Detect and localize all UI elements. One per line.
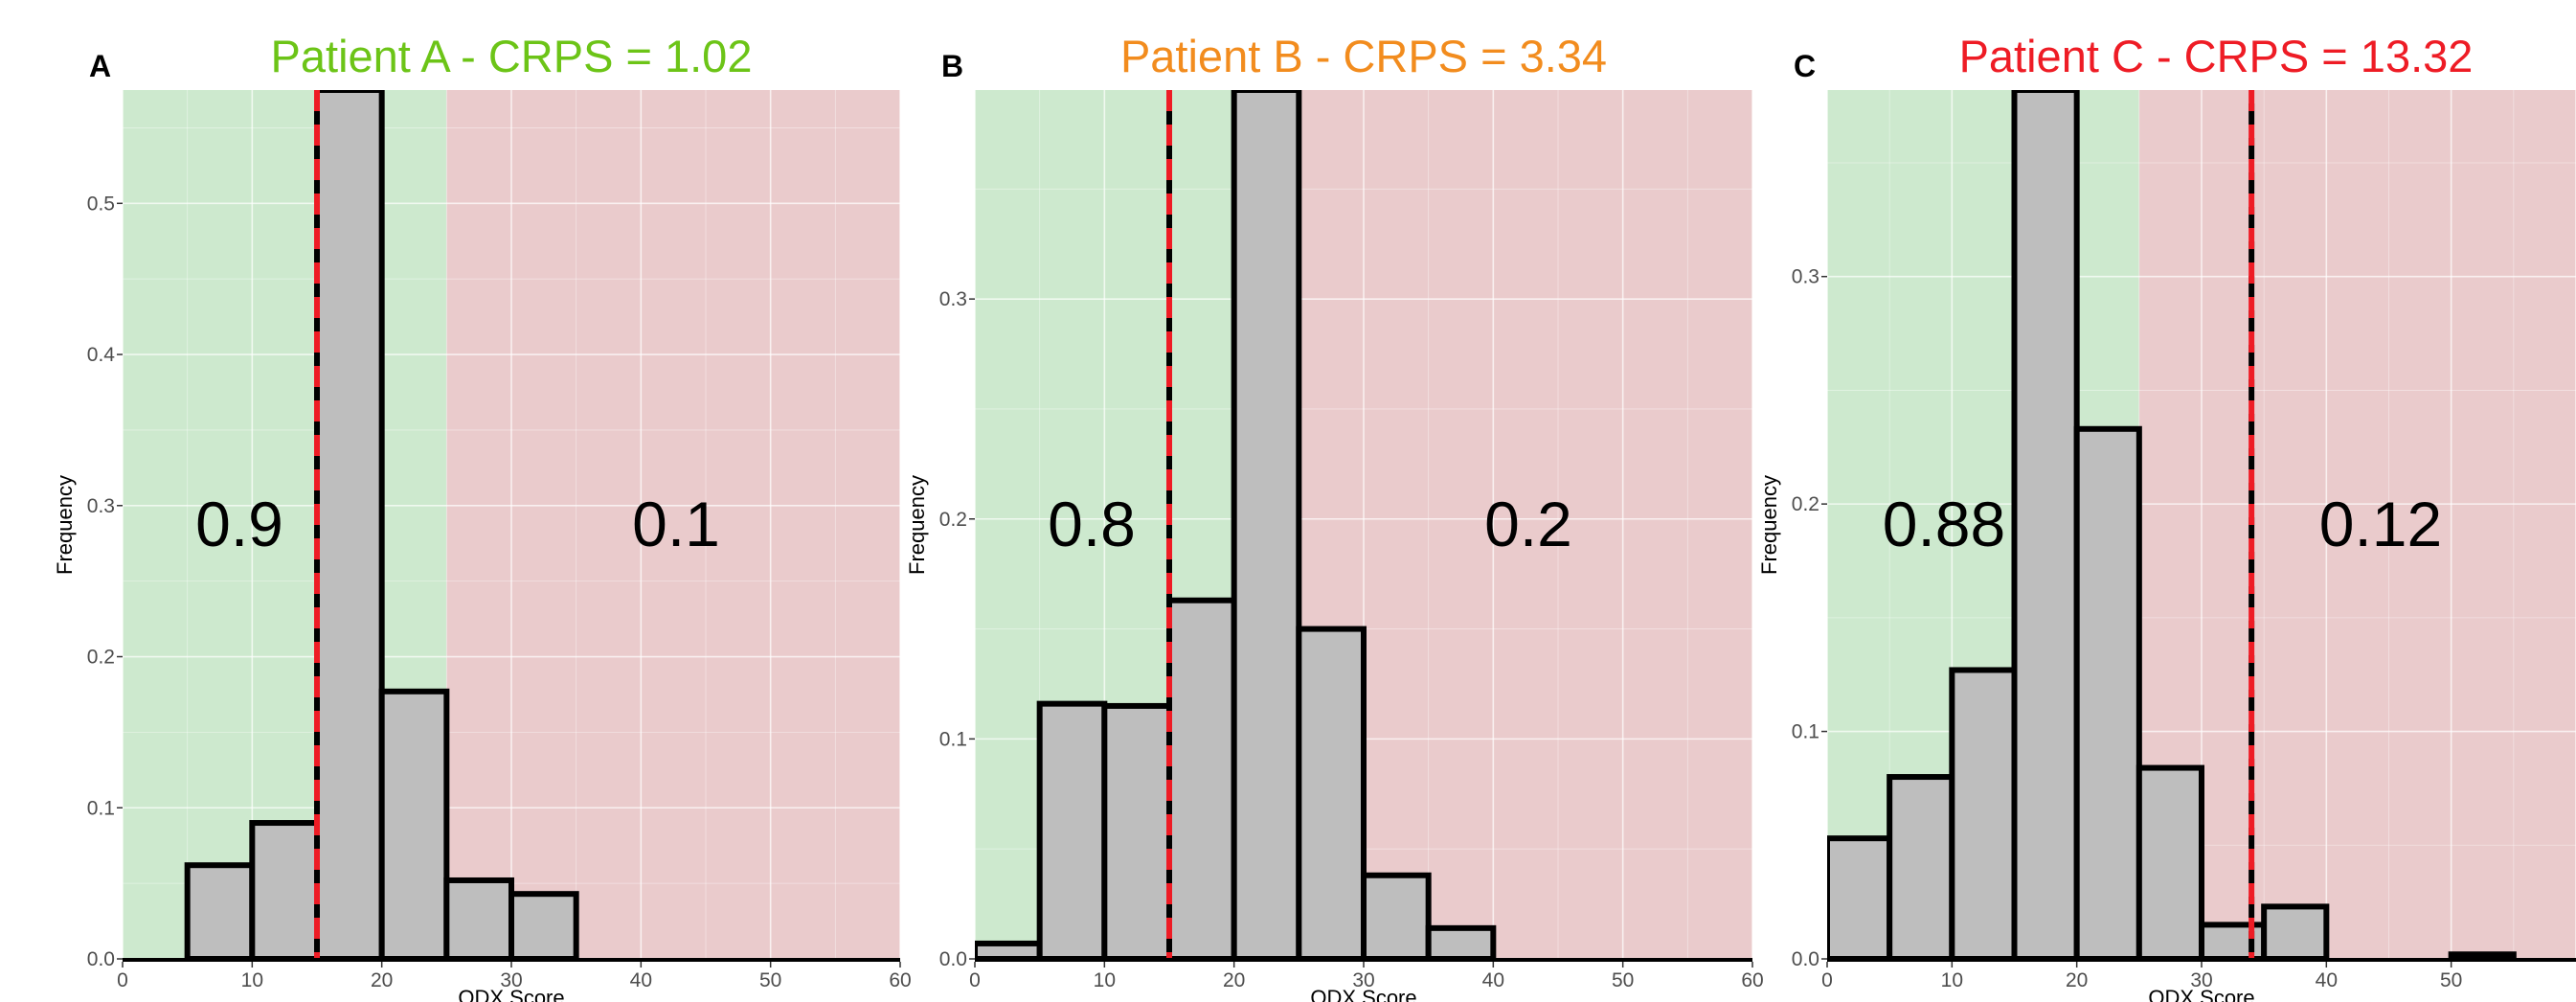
x-tick-label: 20 <box>1223 969 1245 991</box>
plot-area <box>975 90 1752 959</box>
x-tick-label: 20 <box>2066 969 2088 991</box>
x-tick-label: 30 <box>500 969 522 991</box>
histogram-bar <box>2261 903 2330 959</box>
y-tick-label: 0.3 <box>87 495 115 517</box>
histogram-bar <box>1231 90 1302 959</box>
x-tick-label: 0 <box>117 969 128 991</box>
histogram-bar <box>2073 425 2142 959</box>
histogram-bar <box>249 820 321 959</box>
prob-above-label: 0.1 <box>632 489 720 559</box>
x-tick-label: 0 <box>969 969 981 991</box>
histogram-bar <box>184 862 256 959</box>
y-tick-label: 0.0 <box>939 948 967 970</box>
x-axis-label: ODX Score <box>1310 986 1416 1002</box>
panel-title: Patient B - CRPS = 3.34 <box>1120 31 1607 81</box>
x-tick-label: 40 <box>1482 969 1504 991</box>
y-tick-label: 0.2 <box>1792 493 1819 515</box>
x-tick-label: 50 <box>2440 969 2462 991</box>
panel-letter: C <box>1794 49 1816 83</box>
x-tick-label: 10 <box>241 969 263 991</box>
histogram-bar <box>314 90 385 959</box>
y-tick-label: 0.2 <box>939 509 967 531</box>
histogram-bar <box>1166 597 1237 959</box>
x-axis-label: ODX Score <box>2148 986 2254 1002</box>
y-tick-label: 0.4 <box>87 344 116 366</box>
panel-b: 0 10 20 30 40 50 60 0.0 0.1 0.2 0.3 ODX Score Freque… <box>905 31 1764 1002</box>
x-axis-label: ODX Score <box>458 986 564 1002</box>
x-tick-label: 60 <box>1741 969 1763 991</box>
x-tick-label: 40 <box>630 969 652 991</box>
y-tick-label: 0.1 <box>87 797 115 819</box>
panel-letter: B <box>941 49 963 83</box>
y-axis-label: Frequency <box>53 475 77 575</box>
plot-area <box>123 90 900 959</box>
histogram-bar <box>2011 90 2080 959</box>
x-tick-label: 30 <box>2190 969 2212 991</box>
panel-a: 0 10 20 30 40 50 60 0.0 0.1 0.2 0.3 0.4 0.5 ODX Score… <box>53 31 912 1002</box>
prob-above-label: 0.2 <box>1484 489 1572 559</box>
x-tick-label: 40 <box>2316 969 2338 991</box>
histogram-bar <box>975 940 1043 959</box>
x-tick-label: 30 <box>1352 969 1374 991</box>
histogram-bar <box>1425 924 1497 959</box>
histogram-bar <box>508 891 579 959</box>
prob-above-label: 0.12 <box>2319 489 2442 559</box>
histogram-bar <box>1296 626 1367 959</box>
region-above-threshold <box>446 90 900 959</box>
x-tick-label: 60 <box>889 969 911 991</box>
y-tick-label: 0.0 <box>87 948 115 970</box>
panel-c: 0 10 20 30 40 50 0.0 0.1 0.2 0.3 ODX Score Frequenc… <box>1757 31 2576 1002</box>
y-axis-label: Frequency <box>1757 475 1781 575</box>
y-axis-label: Frequency <box>905 475 929 575</box>
y-tick-label: 0.1 <box>1792 721 1819 743</box>
histogram-bar <box>2135 764 2204 959</box>
histogram-bar <box>1949 667 2018 959</box>
prob-below-label: 0.8 <box>1048 489 1136 559</box>
panel-letter: A <box>89 49 111 83</box>
histogram-bar <box>1036 700 1108 959</box>
x-tick-label: 0 <box>1821 969 1833 991</box>
histogram-bar <box>1827 835 1893 959</box>
x-tick-label: 50 <box>1612 969 1634 991</box>
plot-area <box>1827 90 2576 959</box>
x-tick-label: 20 <box>371 969 393 991</box>
y-tick-label: 0.3 <box>939 288 967 310</box>
y-tick-label: 0.0 <box>1792 948 1819 970</box>
y-tick-label: 0.3 <box>1792 266 1819 288</box>
x-tick-label: 50 <box>759 969 781 991</box>
histogram-bar <box>2199 922 2268 959</box>
x-tick-label: 10 <box>1941 969 1963 991</box>
region-above-threshold <box>2138 90 2576 959</box>
prob-below-label: 0.88 <box>1883 489 2005 559</box>
prob-below-label: 0.9 <box>195 489 283 559</box>
y-tick-label: 0.5 <box>87 193 115 215</box>
panel-title: Patient A - CRPS = 1.02 <box>271 31 753 81</box>
panel-title: Patient C - CRPS = 13.32 <box>1959 31 2474 81</box>
x-tick-label: 10 <box>1094 969 1116 991</box>
histogram-bar <box>1101 702 1173 959</box>
y-tick-label: 0.2 <box>87 647 115 669</box>
histogram-bar <box>443 877 515 959</box>
histogram-bar <box>378 688 450 959</box>
histogram-bar <box>1361 872 1432 959</box>
histogram-bar <box>1887 774 1955 959</box>
y-tick-label: 0.1 <box>939 728 967 750</box>
